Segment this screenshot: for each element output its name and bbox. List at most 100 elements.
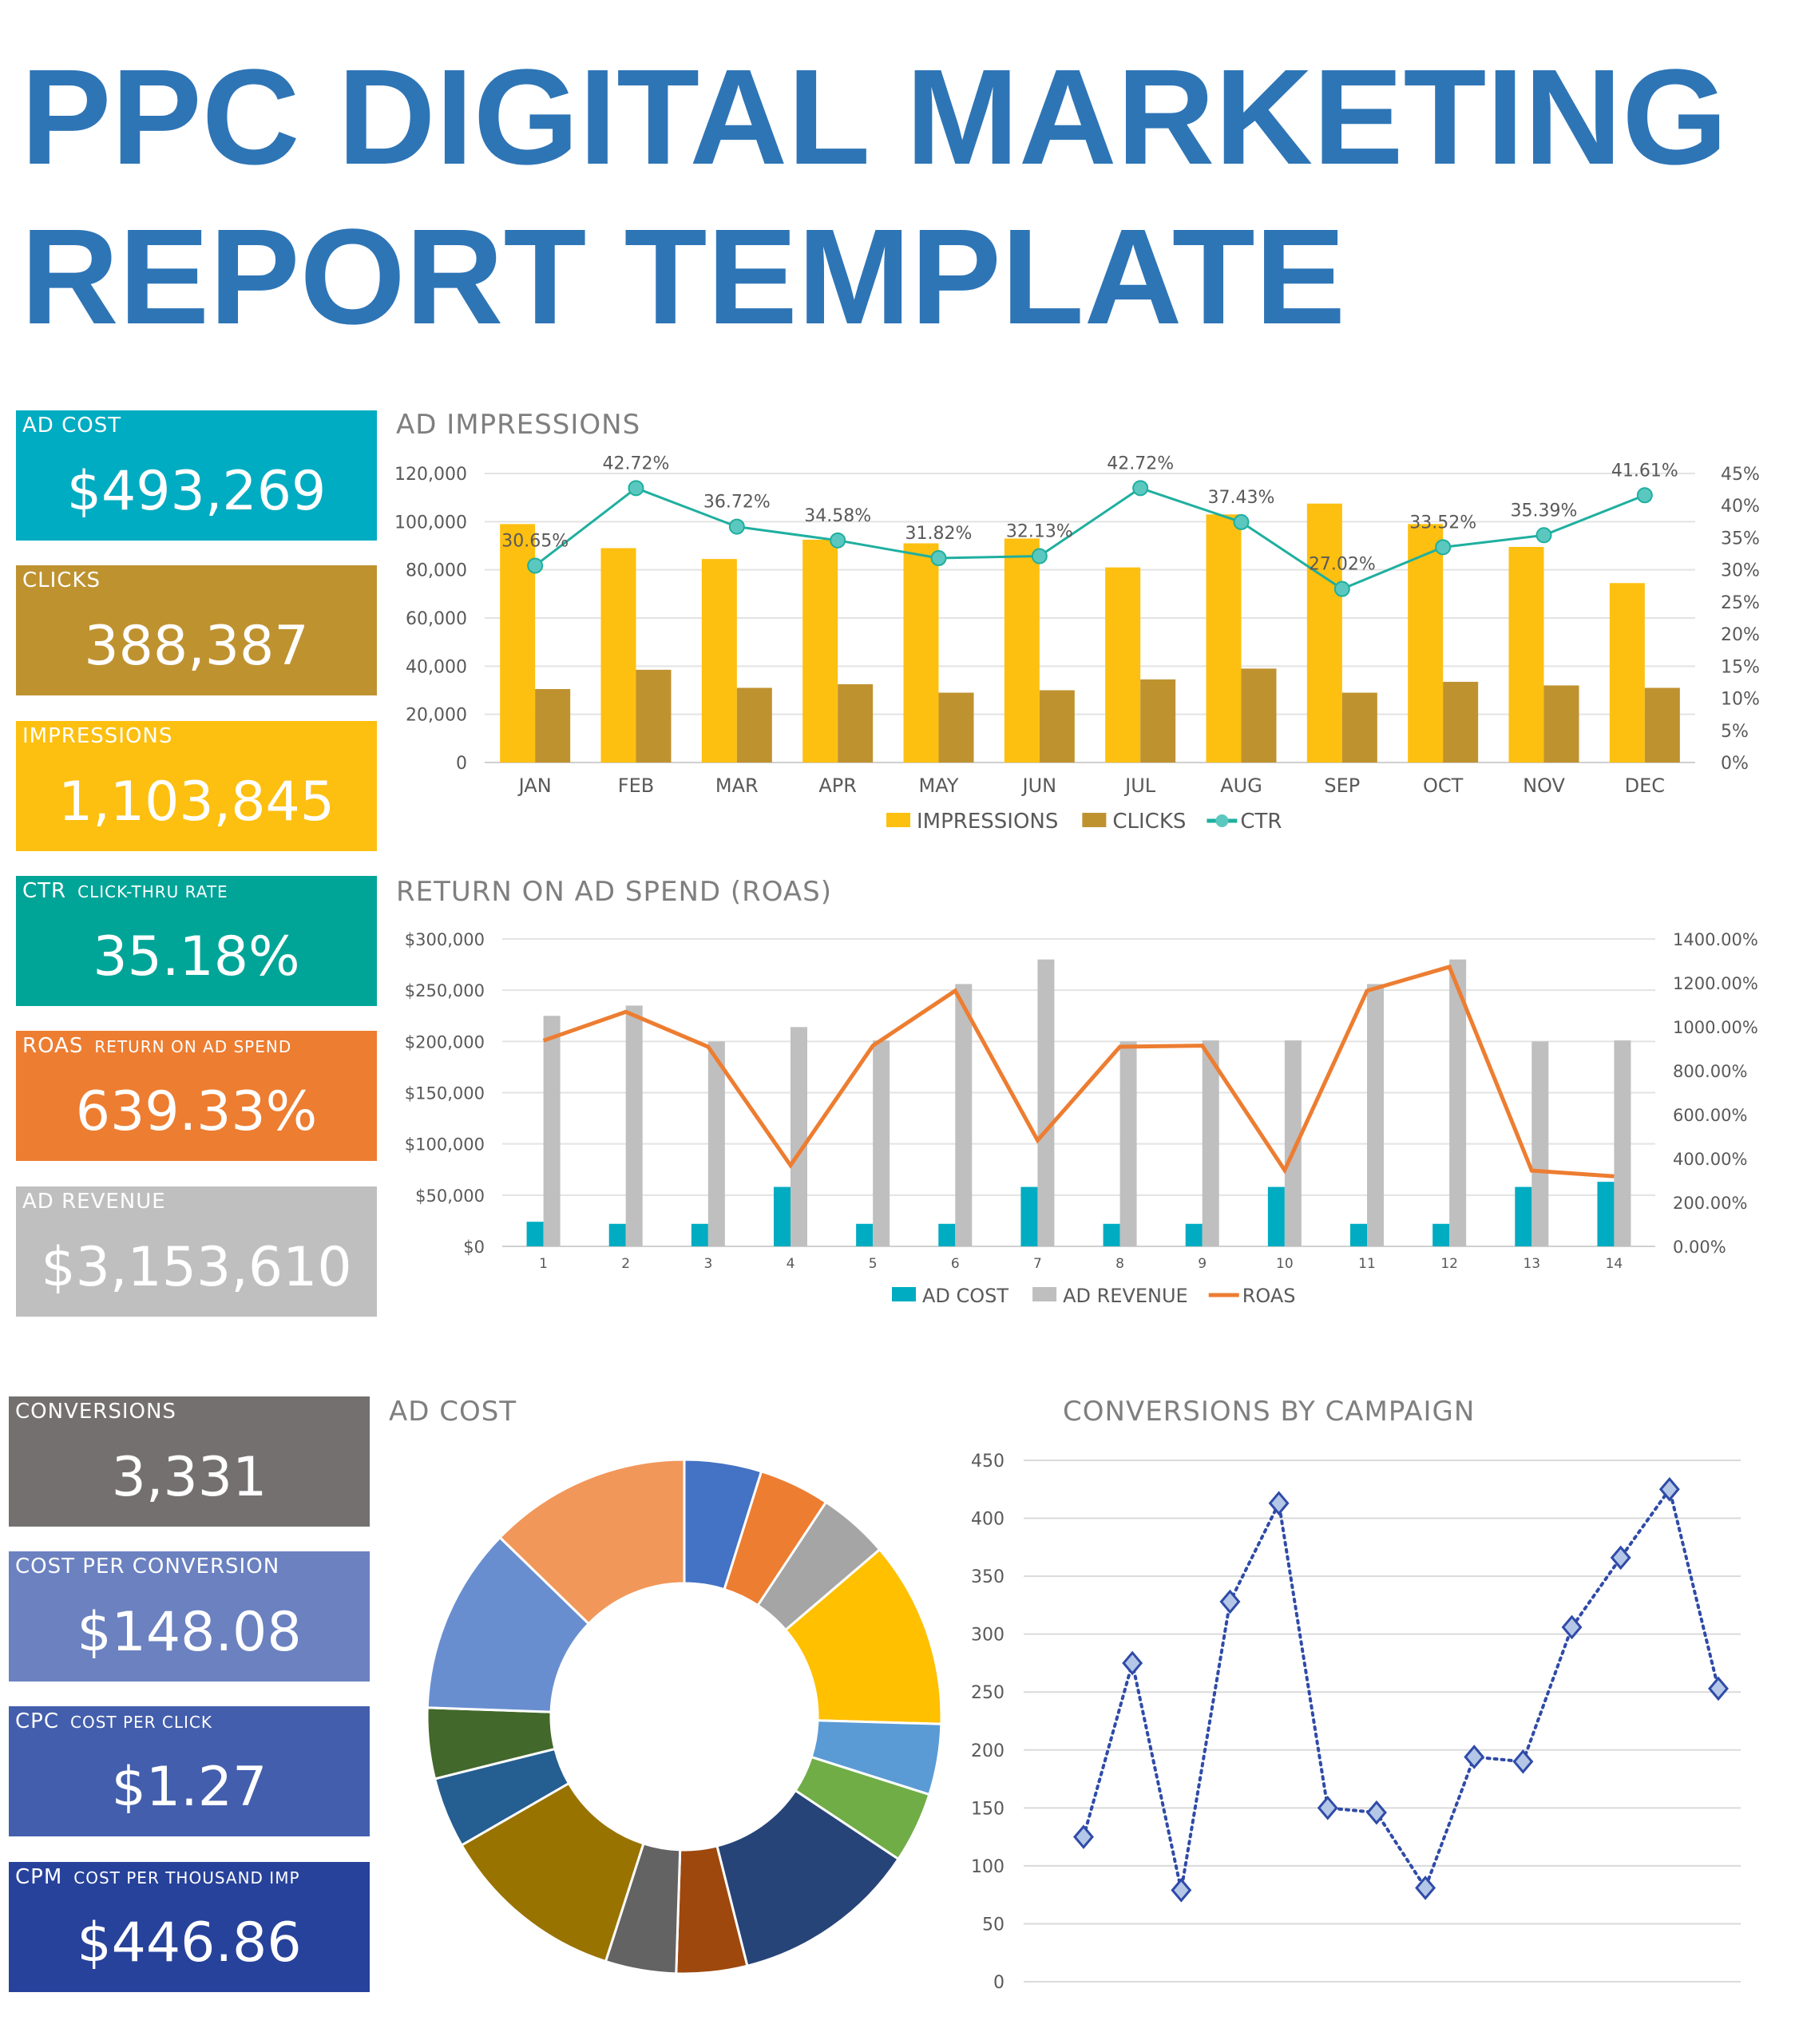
- kpi-label-text: IMPRESSIONS: [22, 724, 173, 748]
- kpi-label-text: CPC: [15, 1709, 59, 1733]
- bar-ad-revenue: [1202, 1040, 1219, 1246]
- kpi-label: CTR CLICK-THRU RATE: [22, 879, 228, 903]
- y2-tick-label: 0.00%: [1673, 1238, 1726, 1257]
- bar-clicks: [1140, 679, 1176, 763]
- ad-cost-donut-title: AD COST: [389, 1396, 517, 1428]
- bar-ad-cost: [608, 1223, 626, 1246]
- bar-ad-cost: [691, 1223, 708, 1246]
- y-tick-label: 100: [971, 1857, 1005, 1877]
- x-tick-label: 2: [621, 1256, 630, 1272]
- bar-ad-revenue: [1532, 1041, 1549, 1246]
- title-line-2: REPORT TEMPLATE: [21, 201, 1346, 353]
- diamond-marker: [1122, 1650, 1143, 1676]
- kpi-value: $446.86: [77, 1911, 302, 1975]
- y2-tick-label: 35%: [1721, 529, 1760, 549]
- legend-label: ROAS: [1242, 1285, 1296, 1307]
- y-tick-label: 40,000: [406, 657, 467, 677]
- y2-tick-label: 40%: [1721, 497, 1760, 517]
- y-tick-label: 300: [971, 1626, 1005, 1646]
- bar-ad-cost: [1185, 1223, 1203, 1246]
- bar-ad-revenue: [1614, 1040, 1631, 1246]
- x-tick-label: 10: [1276, 1256, 1294, 1272]
- ctr-marker: [728, 518, 745, 535]
- bar-clicks: [1443, 681, 1479, 763]
- bar-ad-revenue: [1037, 959, 1055, 1246]
- y-tick-label: 250: [971, 1683, 1005, 1703]
- ctr-marker: [830, 532, 846, 549]
- y2-tick-label: 1200.00%: [1673, 974, 1758, 993]
- legend-marker: [1215, 814, 1229, 827]
- diamond-marker: [1708, 1676, 1729, 1701]
- y-tick-label: 200: [971, 1741, 1005, 1761]
- y2-tick-label: 800.00%: [1673, 1062, 1747, 1081]
- kpi-label-text: CONVERSIONS: [15, 1400, 176, 1424]
- ctr-marker: [1233, 513, 1250, 530]
- bar-clicks: [1241, 668, 1277, 763]
- bar-ad-cost: [856, 1223, 874, 1246]
- kpi-sublabel: RETURN ON AD SPEND: [94, 1037, 292, 1056]
- kpi-label-text: AD COST: [22, 414, 122, 438]
- legend-label: AD COST: [922, 1285, 1008, 1307]
- kpi-label-text: CTR: [22, 879, 67, 903]
- bar-clicks: [1341, 692, 1377, 763]
- y-tick-label: $100,000: [405, 1135, 485, 1155]
- kpi-value: $148.08: [77, 1601, 302, 1664]
- kpi-label: CPM COST PER THOUSAND IMP: [15, 1865, 300, 1889]
- kpi-label: ROAS RETURN ON AD SPEND: [22, 1034, 291, 1058]
- bar-ad-cost: [1267, 1186, 1285, 1246]
- kpi-label: CLICKS: [22, 568, 101, 592]
- page-title: PPC DIGITAL MARKETING REPORT TEMPLATE: [21, 38, 1728, 357]
- ctr-marker: [527, 557, 544, 574]
- data-label: 33.52%: [1409, 513, 1476, 533]
- ctr-marker: [1333, 580, 1350, 597]
- bar-clicks: [535, 688, 571, 763]
- x-tick-label: JUN: [1021, 774, 1057, 797]
- y2-tick-label: 1000.00%: [1673, 1018, 1758, 1037]
- x-tick-label: 8: [1115, 1256, 1124, 1272]
- conversions-line: [1082, 1485, 1720, 1891]
- bar-ad-revenue: [707, 1041, 725, 1246]
- legend-swatch: [1032, 1287, 1057, 1301]
- kpi-label-text: CLICKS: [22, 568, 101, 592]
- kpi-value: 388,387: [84, 615, 309, 678]
- bar-clicks: [1543, 685, 1579, 763]
- ctr-marker: [1031, 548, 1048, 564]
- ctr-marker: [1535, 527, 1552, 544]
- bar-clicks: [1644, 687, 1680, 763]
- data-label: 36.72%: [703, 493, 771, 513]
- data-label: 34.58%: [804, 506, 871, 526]
- y-tick-label: 0: [993, 1973, 1005, 1993]
- y-tick-label: 100,000: [394, 513, 467, 533]
- bar-clicks: [838, 683, 874, 763]
- bar-impressions: [1206, 514, 1242, 763]
- diamond-marker: [1317, 1796, 1338, 1820]
- y-tick-label: 350: [971, 1567, 1005, 1587]
- diamond-marker: [1658, 1476, 1680, 1502]
- x-tick-label: 6: [951, 1256, 960, 1272]
- bar-impressions: [701, 559, 737, 763]
- bar-clicks: [938, 692, 974, 763]
- kpi-value: 35.18%: [93, 925, 300, 988]
- diamond-marker: [1219, 1589, 1241, 1614]
- x-tick-label: 3: [703, 1256, 712, 1272]
- diamond-marker: [1561, 1614, 1583, 1640]
- kpi-value: $1.27: [111, 1756, 267, 1819]
- kpi-value: 639.33%: [75, 1080, 318, 1143]
- ctr-marker: [628, 480, 644, 497]
- data-label: 27.02%: [1309, 555, 1376, 575]
- kpi-value: $493,269: [66, 460, 327, 523]
- bar-ad-cost: [774, 1186, 791, 1246]
- kpi-label-text: AD REVENUE: [22, 1190, 166, 1214]
- kpi-tile-ctr: CTR CLICK-THRU RATE 35.18%: [16, 876, 377, 1006]
- x-tick-label: FEB: [618, 774, 654, 797]
- x-tick-label: 5: [869, 1256, 878, 1272]
- y2-tick-label: 25%: [1721, 593, 1760, 613]
- y-tick-label: $50,000: [415, 1186, 485, 1206]
- data-label: 30.65%: [501, 531, 569, 551]
- diamond-marker: [1610, 1545, 1631, 1571]
- bar-impressions: [802, 539, 838, 763]
- bar-ad-revenue: [543, 1016, 561, 1246]
- bar-ad-revenue: [955, 984, 973, 1246]
- x-tick-label: 7: [1033, 1256, 1042, 1272]
- kpi-sublabel: CLICK-THRU RATE: [77, 882, 228, 901]
